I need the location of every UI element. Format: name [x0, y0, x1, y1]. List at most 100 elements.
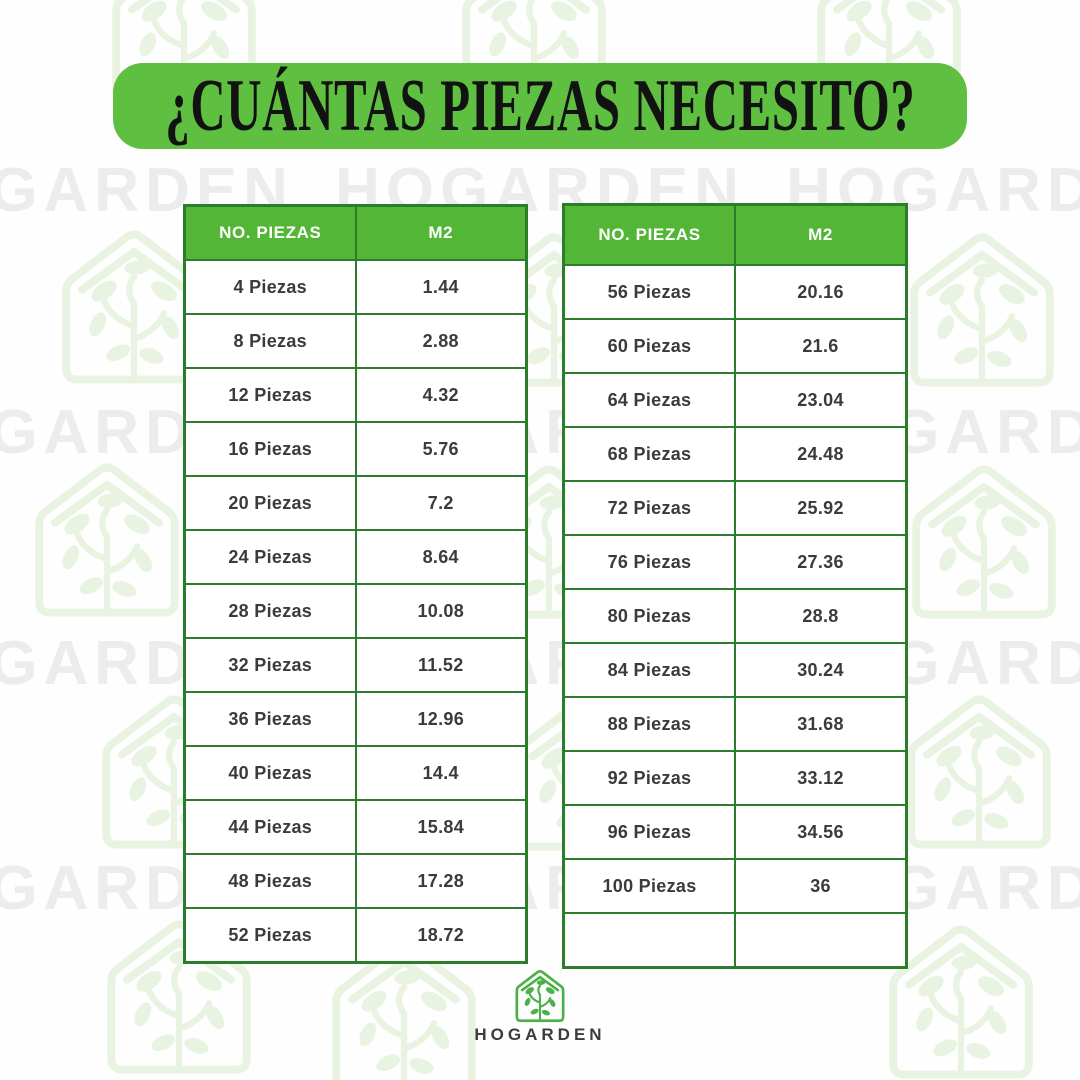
table-cell: 18.72	[354, 909, 526, 961]
table-row: 28 Piezas 10.08	[186, 583, 525, 637]
table-cell: 20 Piezas	[228, 492, 313, 513]
table-cell	[734, 914, 905, 966]
table-cell: 1.44	[354, 261, 526, 313]
table-cell: 100 Piezas	[602, 875, 697, 896]
table-cell: 48 Piezas	[228, 870, 313, 891]
table-cell: 31.68	[734, 698, 905, 750]
table-row: 44 Piezas 15.84	[186, 799, 525, 853]
table-cell: 24 Piezas	[228, 546, 313, 567]
table-header-row: NO. PIEZAS M2	[565, 206, 905, 264]
table-row: 20 Piezas 7.2	[186, 475, 525, 529]
table-row: 92 Piezas 33.12	[565, 750, 905, 804]
table-row: 24 Piezas 8.64	[186, 529, 525, 583]
table-row: 76 Piezas 27.36	[565, 534, 905, 588]
table-row: 16 Piezas 5.76	[186, 421, 525, 475]
watermark-house-logo-icon	[903, 228, 1061, 392]
table-row: 8 Piezas 2.88	[186, 313, 525, 367]
table-row: 36 Piezas 12.96	[186, 691, 525, 745]
table-cell: 5.76	[354, 423, 526, 475]
table-row: 84 Piezas 30.24	[565, 642, 905, 696]
table-cell: 56 Piezas	[607, 281, 692, 302]
table-cell: 4 Piezas	[233, 276, 307, 297]
table-cell: 28 Piezas	[228, 600, 313, 621]
table-row: 100 Piezas 36	[565, 858, 905, 912]
table-cell: 14.4	[354, 747, 526, 799]
table-cell: 60 Piezas	[607, 335, 692, 356]
table-cell: 16 Piezas	[228, 438, 313, 459]
brand-footer: HOGARDEN	[0, 968, 1080, 1045]
table-cell: 2.88	[354, 315, 526, 367]
table-cell: 30.24	[734, 644, 905, 696]
table-cell: 40 Piezas	[228, 762, 313, 783]
table-cell: 80 Piezas	[607, 605, 692, 626]
table-cell: 12.96	[354, 693, 526, 745]
table-cell: 64 Piezas	[607, 389, 692, 410]
table-row	[565, 912, 905, 966]
table-cell: 44 Piezas	[228, 816, 313, 837]
table-row: 80 Piezas 28.8	[565, 588, 905, 642]
table-cell: 27.36	[734, 536, 905, 588]
table-cell: 8 Piezas	[233, 330, 307, 351]
watermark-text: HOGARDEN HOGARDEN HOGARDEN	[0, 398, 1080, 467]
table-row: 64 Piezas 23.04	[565, 372, 905, 426]
table-cell: 17.28	[354, 855, 526, 907]
table-cell: 4.32	[354, 369, 526, 421]
table-cell: 76 Piezas	[607, 551, 692, 572]
watermark-text: HOGARDEN HOGARDEN HOGARDEN	[0, 854, 1080, 923]
table-cell: 20.16	[734, 266, 905, 318]
table-cell: 23.04	[734, 374, 905, 426]
column-header: NO. PIEZAS	[219, 223, 322, 242]
table-cell: 36 Piezas	[228, 708, 313, 729]
watermark-house-logo-icon	[900, 690, 1058, 854]
table-header-row: NO. PIEZAS M2	[186, 207, 525, 259]
hogarden-house-tree-logo-icon	[512, 968, 568, 1024]
column-header: M2	[734, 206, 905, 264]
watermark-house-logo-icon	[28, 458, 186, 622]
table-row: 52 Piezas 18.72	[186, 907, 525, 961]
table-row: 12 Piezas 4.32	[186, 367, 525, 421]
table-cell: 28.8	[734, 590, 905, 642]
table-cell: 32 Piezas	[228, 654, 313, 675]
title-banner: ¿CUÁNTAS PIEZAS NECESITO?	[113, 63, 967, 149]
table-cell: 33.12	[734, 752, 905, 804]
watermark-text: HOGARDEN HOGARDEN HOGARDEN	[0, 156, 1080, 225]
table-cell: 10.08	[354, 585, 526, 637]
page-title: ¿CUÁNTAS PIEZAS NECESITO?	[164, 65, 916, 147]
table-cell: 15.84	[354, 801, 526, 853]
pieces-table-right: NO. PIEZAS M2 56 Piezas 20.16 60 Piezas 21.6…	[562, 203, 908, 969]
table-row: 96 Piezas 34.56	[565, 804, 905, 858]
table-cell: 52 Piezas	[228, 924, 313, 945]
table-cell	[565, 914, 734, 966]
table-cell: 11.52	[354, 639, 526, 691]
table-row: 32 Piezas 11.52	[186, 637, 525, 691]
table-row: 56 Piezas 20.16	[565, 264, 905, 318]
table-cell: 96 Piezas	[607, 821, 692, 842]
table-row: 68 Piezas 24.48	[565, 426, 905, 480]
table-cell: 7.2	[354, 477, 526, 529]
table-cell: 12 Piezas	[228, 384, 313, 405]
table-cell: 8.64	[354, 531, 526, 583]
table-cell: 34.56	[734, 806, 905, 858]
pieces-table-left: NO. PIEZAS M2 4 Piezas 1.44 8 Piezas 2.88 12 …	[183, 204, 528, 964]
table-row: 60 Piezas 21.6	[565, 318, 905, 372]
table-cell: 88 Piezas	[607, 713, 692, 734]
table-row: 72 Piezas 25.92	[565, 480, 905, 534]
table-row: 48 Piezas 17.28	[186, 853, 525, 907]
table-row: 4 Piezas 1.44	[186, 259, 525, 313]
brand-name: HOGARDEN	[474, 1025, 606, 1044]
table-cell: 36	[734, 860, 905, 912]
column-header: NO. PIEZAS	[598, 225, 701, 244]
watermark-text: HOGARDEN HOGARDEN HOGARDEN	[0, 629, 1080, 698]
table-cell: 24.48	[734, 428, 905, 480]
watermark-house-logo-icon	[905, 460, 1063, 624]
table-cell: 72 Piezas	[607, 497, 692, 518]
table-cell: 68 Piezas	[607, 443, 692, 464]
table-cell: 92 Piezas	[607, 767, 692, 788]
table-cell: 25.92	[734, 482, 905, 534]
column-header: M2	[354, 207, 526, 259]
table-row: 88 Piezas 31.68	[565, 696, 905, 750]
table-cell: 21.6	[734, 320, 905, 372]
table-cell: 84 Piezas	[607, 659, 692, 680]
